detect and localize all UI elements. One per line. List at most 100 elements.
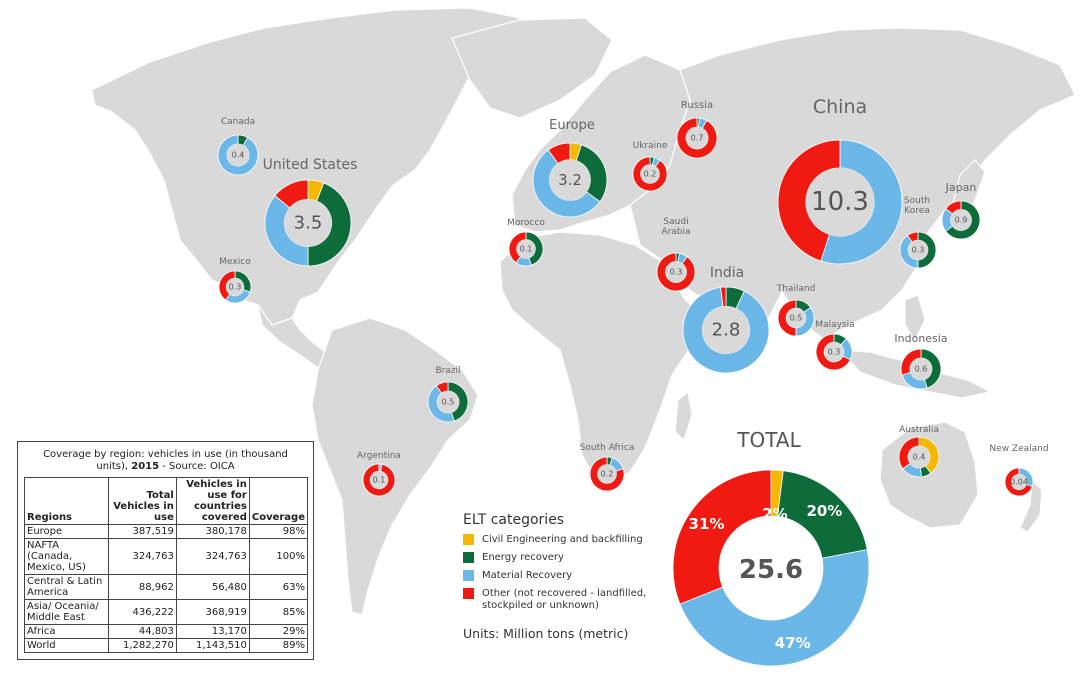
pie-ukraine-label: Ukraine [633, 141, 668, 151]
energy-swatch [463, 552, 474, 563]
other-swatch [463, 588, 474, 599]
value-cell: 13,170 [175, 624, 250, 639]
legend: ELT categories Civil Engineering and bac… [463, 512, 683, 641]
pie-south-korea-label: Korea [904, 206, 930, 216]
legend-label: Other (not recovered - landfilled, stock… [482, 588, 647, 611]
pie-morocco: 0.1 Morocco [507, 218, 545, 267]
land-madagascar [674, 390, 693, 442]
units-note: Units: Million tons (metric) [463, 626, 629, 641]
civil-swatch [463, 534, 474, 545]
pie-south-korea-label: South [904, 196, 930, 206]
legend-item-civil: Civil Engineering and backfilling [463, 534, 683, 546]
pie-malaysia-label: Malaysia [815, 320, 854, 330]
pie-united-states: 3.5 United States [263, 157, 358, 267]
value-cell: 98% [248, 524, 309, 539]
caption-text: Coverage by region: vehicles in use (in … [43, 449, 288, 472]
pie-japan-value: 0.9 [955, 216, 968, 225]
total-title: TOTAL [736, 428, 801, 452]
pie-indonesia-value: 0.6 [915, 365, 928, 374]
header-vehicles-covered: Vehicles in use for countries covered [175, 477, 250, 525]
legend-label: Civil Engineering and backfilling [482, 534, 643, 545]
table-row: Central & Latin America 88,962 56,480 63% [23, 574, 309, 600]
region-cell: Africa [23, 624, 110, 639]
pie-canada-value: 0.4 [232, 151, 245, 160]
table-row: Europe 387,519 380,178 98% [23, 524, 309, 539]
pie-europe: 3.2 Europe [532, 118, 608, 218]
value-cell: 324,763 [175, 538, 250, 575]
legend-label: Material Recovery [482, 570, 573, 581]
material-swatch [463, 570, 474, 581]
pie-canada: 0.4 Canada [217, 117, 259, 176]
pie-canada-center [227, 144, 249, 166]
land-greenland [451, 17, 613, 119]
pie-brazil-label: Brazil [435, 366, 460, 376]
pie-south-africa-label: South Africa [580, 443, 635, 453]
region-cell: World [23, 638, 110, 653]
region-cell: NAFTA (Canada, Mexico, US) [23, 538, 110, 575]
pie-europe-value: 3.2 [558, 171, 582, 189]
value-cell: 29% [248, 624, 309, 639]
legend-title: ELT categories [463, 512, 565, 528]
pie-russia-value: 0.7 [691, 134, 704, 143]
value-cell: 85% [248, 599, 309, 625]
pie-japan-label: Japan [945, 181, 977, 194]
pie-morocco-center [516, 239, 536, 259]
pie-mexico-label: Mexico [219, 257, 251, 267]
pie-indonesia: 0.6 Indonesia [894, 332, 948, 390]
pie-thailand-value: 0.5 [790, 314, 803, 323]
pie-malaysia-value: 0.3 [828, 348, 841, 357]
pie-united-states-label: United States [263, 157, 358, 173]
pie-japan-center [950, 209, 972, 231]
value-cell: 1,282,270 [108, 638, 177, 653]
value-cell: 436,222 [108, 599, 177, 625]
total-donut-chart: TOTAL 25.6 2% 20% 47% 31% [672, 428, 870, 667]
pie-ukraine-center [640, 164, 660, 184]
pie-australia: 0.4 Australia [898, 425, 940, 478]
region-cell: Asia/ Oceania/ Middle East [23, 599, 110, 625]
pie-new-zealand-value: 0.04 [1010, 478, 1028, 487]
pie-saudi-arabia-value: 0.3 [670, 268, 683, 277]
pie-russia: 0.7 Russia [676, 100, 718, 159]
pie-new-zealand: 0.04 New Zealand [989, 444, 1049, 497]
legend-item-energy: Energy recovery [463, 552, 683, 564]
total-center [719, 516, 823, 620]
pie-mexico: 0.3 Mexico [218, 257, 252, 304]
pie-china-value: 10.3 [811, 187, 869, 217]
pie-new-zealand-label: New Zealand [989, 444, 1048, 454]
pie-saudi-arabia-center [665, 261, 687, 283]
land-new-zealand [1019, 478, 1043, 533]
coverage-header-row: Regions Total Vehicles in use Vehicles i… [23, 477, 309, 525]
pie-argentina-value: 0.1 [373, 476, 386, 485]
value-cell: 63% [248, 574, 309, 600]
land-africa [499, 231, 701, 483]
pie-argentina: 0.1 Argentina [357, 451, 401, 497]
pie-saudi-arabia-label: Arabia [661, 227, 690, 237]
pie-indonesia-center [910, 358, 932, 380]
header-total-vehicles: Total Vehicles in use [108, 477, 177, 525]
pie-brazil: 0.5 Brazil [427, 366, 469, 423]
table-row: Asia/ Oceania/ Middle East 436,222 368,919… [23, 599, 309, 625]
value-cell: 324,763 [108, 538, 177, 575]
caption-source: - Source: OICA [159, 461, 235, 472]
pie-malaysia: 0.3 Malaysia [815, 320, 855, 371]
pie-thailand: 0.5 Thailand [776, 284, 815, 337]
pie-south-korea-center [908, 240, 928, 260]
value-cell: 380,178 [175, 524, 250, 539]
pie-south-korea-value: 0.3 [912, 246, 925, 255]
pie-brazil-center [437, 391, 459, 413]
land-australia [879, 421, 979, 529]
pie-ukraine-value: 0.2 [644, 170, 657, 179]
pie-india-center [702, 306, 750, 354]
region-cell: Central & Latin America [23, 574, 110, 600]
land-south-america [311, 317, 479, 616]
pie-new-zealand-center [1011, 474, 1027, 490]
land-philippines [904, 294, 926, 342]
pie-argentina-center [370, 471, 388, 489]
pie-south-africa-value: 0.2 [601, 470, 614, 479]
pie-europe-center [549, 159, 591, 201]
pie-indonesia-label: Indonesia [894, 332, 947, 345]
region-cell: Europe [23, 524, 110, 539]
